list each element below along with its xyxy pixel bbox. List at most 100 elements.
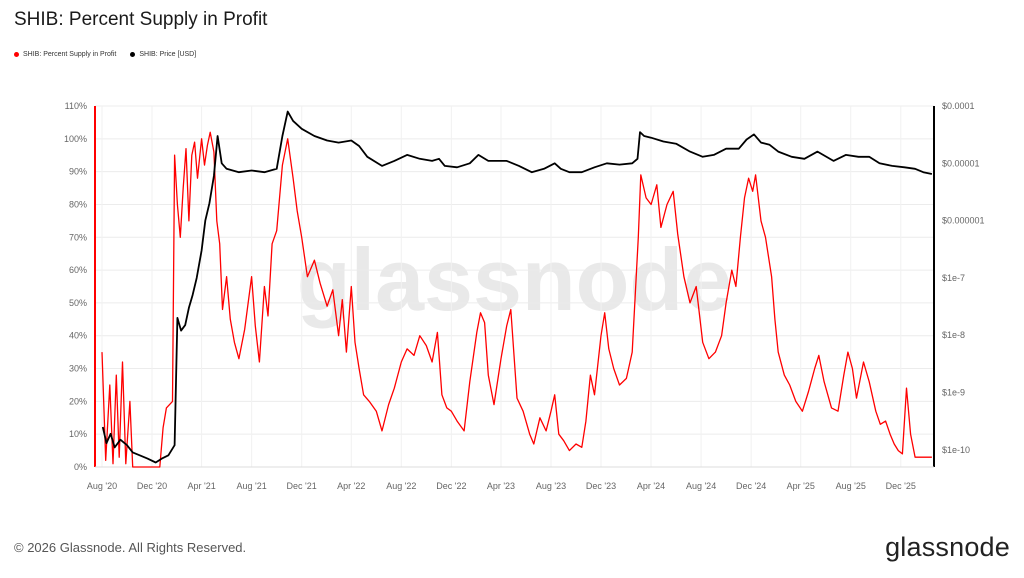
data-point-profit [476, 332, 478, 334]
data-point-profit [109, 384, 111, 386]
data-point-profit [563, 440, 565, 442]
data-point-profit [581, 447, 583, 449]
data-point-profit [889, 433, 891, 435]
glassnode-logo[interactable]: glassnode [885, 532, 1010, 562]
data-point-price [301, 128, 303, 130]
chart-legend: SHIB: Percent Supply in Profit SHIB: Pri… [14, 51, 196, 58]
data-point-price [180, 330, 182, 332]
data-point-price [650, 137, 652, 139]
data-point-profit [818, 355, 820, 357]
data-point-profit [426, 345, 428, 347]
y-left-tick-label: 20% [69, 396, 87, 406]
x-tick-label: Dec '25 [886, 481, 916, 491]
data-point-price [184, 324, 186, 326]
data-point-price [188, 307, 190, 309]
y-right-tick-label: $0.00001 [942, 158, 980, 168]
data-point-profit [558, 433, 560, 435]
data-point-price [406, 154, 408, 156]
data-point-profit [292, 177, 294, 179]
data-point-profit [118, 456, 120, 458]
data-point-profit [122, 361, 124, 363]
data-point-price [394, 160, 396, 162]
data-point-price [264, 171, 266, 173]
data-point-profit [307, 276, 309, 278]
data-point-profit [656, 184, 658, 186]
data-point-price [791, 156, 793, 158]
x-tick-label: Aug '23 [536, 481, 566, 491]
data-point-profit [843, 374, 845, 376]
data-point-profit [533, 443, 535, 445]
data-point-price [132, 452, 134, 454]
data-point-profit [201, 138, 203, 140]
data-point-price [581, 171, 583, 173]
data-point-profit [721, 335, 723, 337]
data-point-price [456, 167, 458, 169]
copyright-footer: © 2026 Glassnode. All Rights Reserved. [14, 540, 247, 555]
legend-item-price[interactable]: SHIB: Price [USD] [130, 51, 196, 58]
legend-item-profit[interactable]: SHIB: Percent Supply in Profit [14, 51, 116, 58]
data-point-profit [863, 361, 865, 363]
data-point-price [488, 160, 490, 162]
data-point-profit [116, 374, 118, 376]
data-point-profit [715, 351, 717, 353]
data-point-profit [441, 394, 443, 396]
data-point-price [419, 158, 421, 160]
data-point-price [221, 163, 223, 165]
data-point-profit [914, 456, 916, 458]
data-point-profit [856, 397, 858, 399]
data-point-profit [101, 351, 103, 353]
data-point-profit [789, 384, 791, 386]
data-point-price [438, 158, 440, 160]
data-point-profit [814, 368, 816, 370]
data-point-price [637, 158, 639, 160]
series-line-price [101, 110, 933, 464]
data-point-profit [677, 233, 679, 235]
data-point-profit [702, 342, 704, 344]
data-point-profit [388, 404, 390, 406]
data-point-price [431, 160, 433, 162]
data-point-price [478, 154, 480, 156]
x-tick-label: Aug '21 [237, 481, 267, 491]
data-point-profit [837, 410, 839, 412]
data-point-profit [255, 325, 257, 327]
data-point-price [139, 455, 141, 457]
data-point-profit [271, 243, 273, 245]
data-point-price [196, 277, 198, 279]
data-point-profit [172, 401, 174, 403]
y-left-tick-label: 40% [69, 331, 87, 341]
data-point-profit [207, 145, 209, 147]
data-point-price [777, 151, 779, 153]
y-right-tick-label: $1e-9 [942, 387, 965, 397]
data-point-profit [238, 358, 240, 360]
data-point-profit [645, 197, 647, 199]
data-point-price [351, 140, 353, 142]
data-point-price [904, 167, 906, 169]
data-point-profit [731, 269, 733, 271]
data-point-price [217, 135, 219, 137]
data-point-price [381, 165, 383, 167]
data-point-price [314, 135, 316, 137]
data-point-profit [683, 276, 685, 278]
x-tick-label: Aug '24 [686, 481, 716, 491]
watermark-text: glassnode [297, 230, 732, 329]
y-left-tick-label: 0% [74, 462, 87, 472]
data-point-profit [332, 289, 334, 291]
data-point-profit [765, 237, 767, 239]
data-point-profit [230, 319, 232, 321]
data-point-profit [493, 404, 495, 406]
data-point-price [114, 447, 116, 449]
data-point-profit [885, 420, 887, 422]
data-point-profit [342, 299, 344, 301]
data-point-price [891, 165, 893, 167]
data-point-price [914, 168, 916, 170]
x-tick-label: Apr '22 [337, 481, 365, 491]
data-point-profit [708, 358, 710, 360]
data-point-profit [626, 378, 628, 380]
data-point-profit [545, 430, 547, 432]
data-point-profit [695, 286, 697, 288]
data-point-profit [893, 443, 895, 445]
data-point-profit [921, 456, 923, 458]
data-point-profit [188, 220, 190, 222]
data-point-profit [852, 368, 854, 370]
data-point-price [746, 139, 748, 141]
